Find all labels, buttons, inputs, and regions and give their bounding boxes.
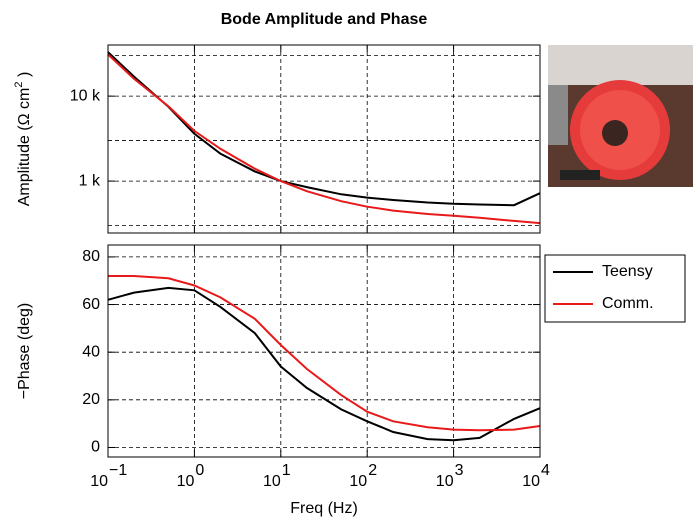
plot-frame	[107, 244, 541, 458]
y-tick-label: 80	[82, 248, 100, 265]
y-tick-label: 10 k	[70, 87, 101, 104]
legend-box	[544, 254, 686, 323]
x-tick-exponent: 2	[368, 462, 377, 479]
x-tick-label: 10	[436, 473, 454, 490]
legend-label: Comm.	[602, 295, 654, 312]
data-line	[107, 51, 541, 207]
legend-label: Teensy	[602, 263, 653, 280]
x-tick-label: 10	[522, 473, 540, 490]
plot-frame	[107, 44, 541, 234]
x-axis-label: Freq (Hz)	[290, 500, 358, 517]
y-axis-label-suffix: )	[16, 72, 33, 82]
data-line	[107, 286, 541, 442]
y-axis-label-text: Amplitude (Ω cm	[16, 88, 33, 207]
data-line	[107, 53, 541, 225]
x-tick-label: 10	[90, 473, 108, 490]
x-tick-label: 10	[177, 473, 195, 490]
data-line	[108, 275, 541, 432]
x-tick-exponent: 1	[282, 462, 291, 479]
chart-title: Bode Amplitude and Phase	[221, 11, 428, 28]
x-tick-label: 10	[263, 473, 281, 490]
y-tick-label: 20	[82, 391, 100, 408]
photo	[548, 45, 693, 187]
y-tick-label: 40	[82, 343, 100, 360]
y-axis-label: −Phase (deg)	[16, 303, 33, 400]
x-tick-exponent: −1	[109, 462, 127, 479]
x-tick-exponent: 0	[195, 462, 204, 479]
x-tick-exponent: 3	[455, 462, 464, 479]
x-tick-exponent: 4	[541, 462, 550, 479]
y-tick-label: 0	[91, 439, 100, 456]
y-axis-label: Amplitude (Ω cm2 )	[13, 72, 33, 207]
y-tick-label: 1 k	[79, 172, 101, 189]
x-tick-label: 10	[349, 473, 367, 490]
y-axis-label-sup: 2	[13, 82, 25, 88]
y-tick-label: 60	[82, 296, 100, 313]
